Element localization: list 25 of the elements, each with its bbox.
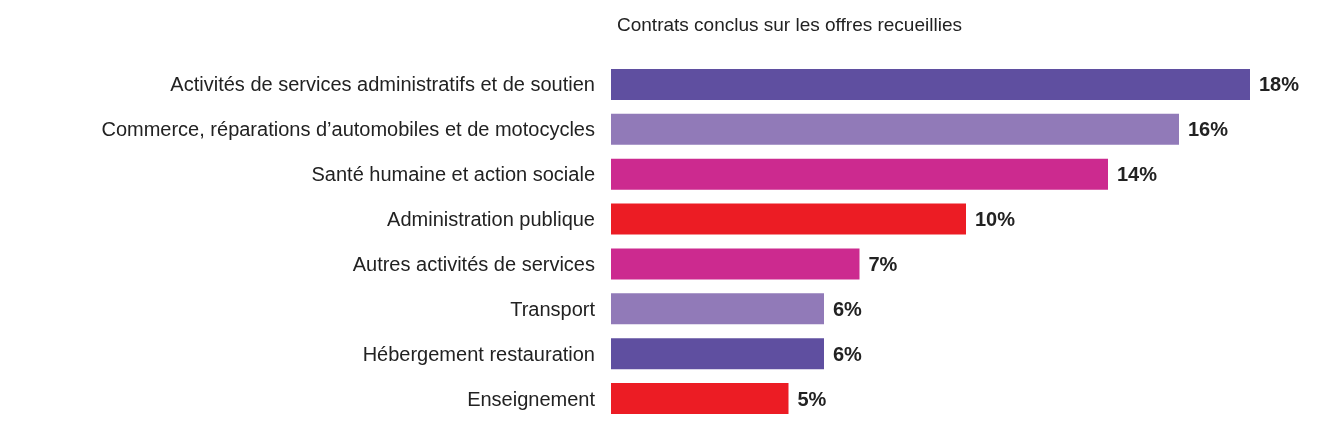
y-tick-label: Enseignement: [467, 387, 596, 410]
y-tick-label: Santé humaine et action sociale: [311, 163, 595, 186]
y-tick-label: Activités de services administratifs et de soutien: [170, 73, 595, 96]
y-tick-label: Autres activités de services: [352, 252, 595, 275]
data-label: 5%: [797, 387, 827, 410]
data-label: 16%: [1188, 118, 1229, 141]
bar: [611, 203, 966, 235]
data-label: 10%: [975, 208, 1016, 231]
data-label: 7%: [868, 252, 898, 275]
data-label: 14%: [1117, 163, 1158, 186]
data-label: 6%: [833, 297, 863, 320]
y-tick-label: Hébergement restauration: [362, 342, 595, 365]
bar: [611, 68, 1250, 100]
y-tick-label: Administration publique: [387, 208, 595, 231]
bar: [611, 293, 824, 325]
data-label: 18%: [1259, 73, 1300, 96]
bar: [611, 158, 1108, 190]
y-tick-label: Commerce, réparations d’automobiles et de motocycles: [101, 118, 595, 141]
bar: [611, 113, 1179, 145]
bar: [611, 338, 824, 370]
chart-title: Contrats conclus sur les offres recueillies: [617, 14, 962, 35]
data-label: 6%: [833, 342, 863, 365]
bar: [611, 383, 789, 415]
y-tick-label: Transport: [510, 297, 596, 320]
bar: [611, 248, 860, 280]
